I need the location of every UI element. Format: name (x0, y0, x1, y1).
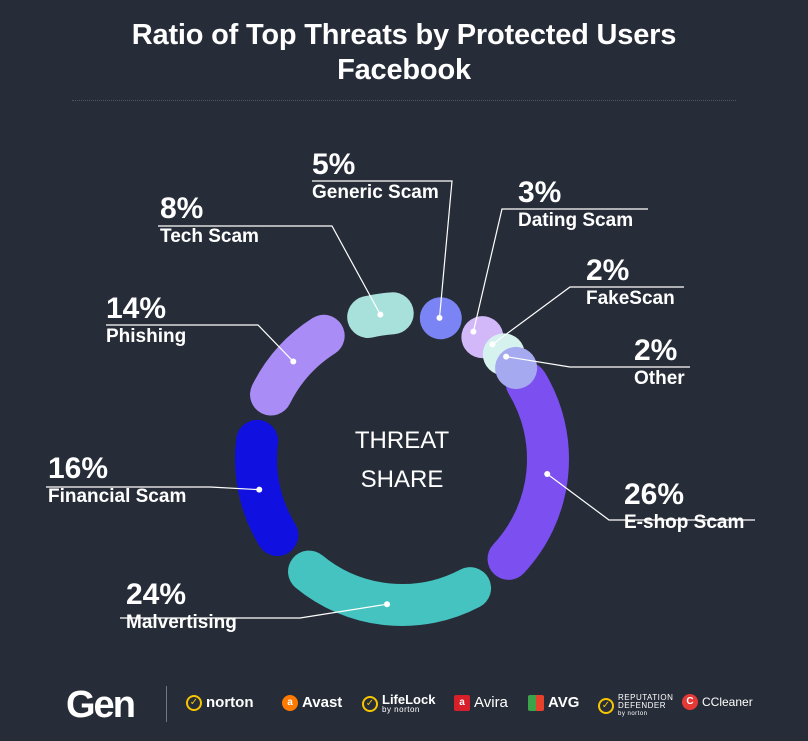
brand-ccleaner: C CCleaner (682, 694, 753, 710)
brand-lifelock: ✓ LifeLock by norton (362, 692, 436, 714)
donut-chart: 26%E-shop Scam 24%Malvertising 16%Financia… (46, 148, 755, 633)
slice-percent-label: 24% (126, 578, 186, 611)
leader-line (546, 473, 755, 521)
leader-line (492, 286, 684, 345)
check-circle-icon: ✓ (362, 696, 378, 712)
leader-line (120, 603, 388, 619)
leader-line (506, 356, 690, 368)
brand-label: norton (206, 694, 254, 711)
slice-category-label: FakeScan (586, 288, 675, 309)
brand-sublabel: by norton (382, 705, 420, 714)
leader-dot (489, 341, 496, 348)
slice-category-label: Generic Scam (312, 182, 439, 203)
slice-percent-label: 5% (312, 148, 355, 181)
avg-icon (528, 694, 544, 711)
leader-dot (544, 470, 551, 477)
brand-avg: AVG (528, 694, 579, 711)
chart-title: Ratio of Top Threats by Protected Users … (0, 18, 808, 88)
brand-avira: a Avira (454, 694, 508, 711)
donut-segment-e-shop-scam (487, 361, 569, 580)
donut-segment-phishing (250, 314, 345, 416)
slice-percent-label: 8% (160, 192, 203, 225)
brand-label: REPUTATION DEFENDER (618, 693, 674, 710)
slice-percent-label: 2% (634, 334, 677, 367)
leader-dot (290, 358, 297, 365)
title-line-2: Facebook (337, 54, 471, 86)
avast-icon: a (282, 694, 298, 711)
leader-dot (256, 486, 263, 493)
leader-dot (384, 601, 391, 608)
brand-norton: ✓ norton (186, 694, 253, 711)
slice-percent-label: 2% (586, 254, 629, 287)
center-label-line-1: THREAT (355, 427, 450, 454)
slice-category-label: Financial Scam (48, 486, 186, 507)
brand-footer: Gen ✓ norton a Avast ✓ LifeLock by norto… (0, 680, 808, 730)
slice-category-label: Dating Scam (518, 210, 633, 231)
brand-avast: a Avast (282, 694, 342, 711)
slice-percent-label: 16% (48, 452, 108, 485)
center-label-line-2: SHARE (361, 466, 444, 493)
leader-dot (436, 314, 443, 321)
brand-reputation-defender: ✓ REPUTATION DEFENDER by norton (598, 694, 678, 718)
title-divider (72, 100, 736, 101)
slice-category-label: Other (634, 368, 685, 389)
footer-divider (166, 686, 167, 722)
gen-logo: Gen (66, 684, 136, 726)
leader-dot (377, 311, 384, 318)
check-circle-icon: ✓ (598, 698, 614, 714)
slice-category-label: E-shop Scam (624, 512, 744, 533)
title-line-1: Ratio of Top Threats by Protected Users (131, 19, 677, 51)
slice-percent-label: 3% (518, 176, 561, 209)
ccleaner-icon: C (682, 694, 698, 710)
leader-line (312, 180, 453, 318)
slice-category-label: Tech Scam (160, 226, 259, 247)
leader-dot (470, 328, 477, 335)
leader-line (158, 225, 381, 315)
donut-segment-malvertising (288, 550, 492, 626)
slice-percent-label: 26% (624, 478, 684, 511)
brand-label: Avast (302, 694, 343, 711)
slice-category-label: Malvertising (126, 612, 237, 633)
brand-sublabel: by norton (618, 711, 648, 717)
slice-percent-label: 14% (106, 292, 166, 325)
leader-line (472, 208, 648, 332)
avira-icon: a (454, 694, 470, 711)
leader-line (46, 486, 260, 491)
brand-label: AVG (548, 694, 580, 711)
brand-label: LifeLock (382, 692, 436, 707)
leader-line (106, 324, 294, 362)
slice-category-label: Phishing (106, 326, 186, 347)
brand-label: Avira (474, 694, 508, 711)
leader-dot (503, 353, 510, 360)
brand-label: CCleaner (702, 695, 753, 709)
check-circle-icon: ✓ (186, 694, 202, 711)
